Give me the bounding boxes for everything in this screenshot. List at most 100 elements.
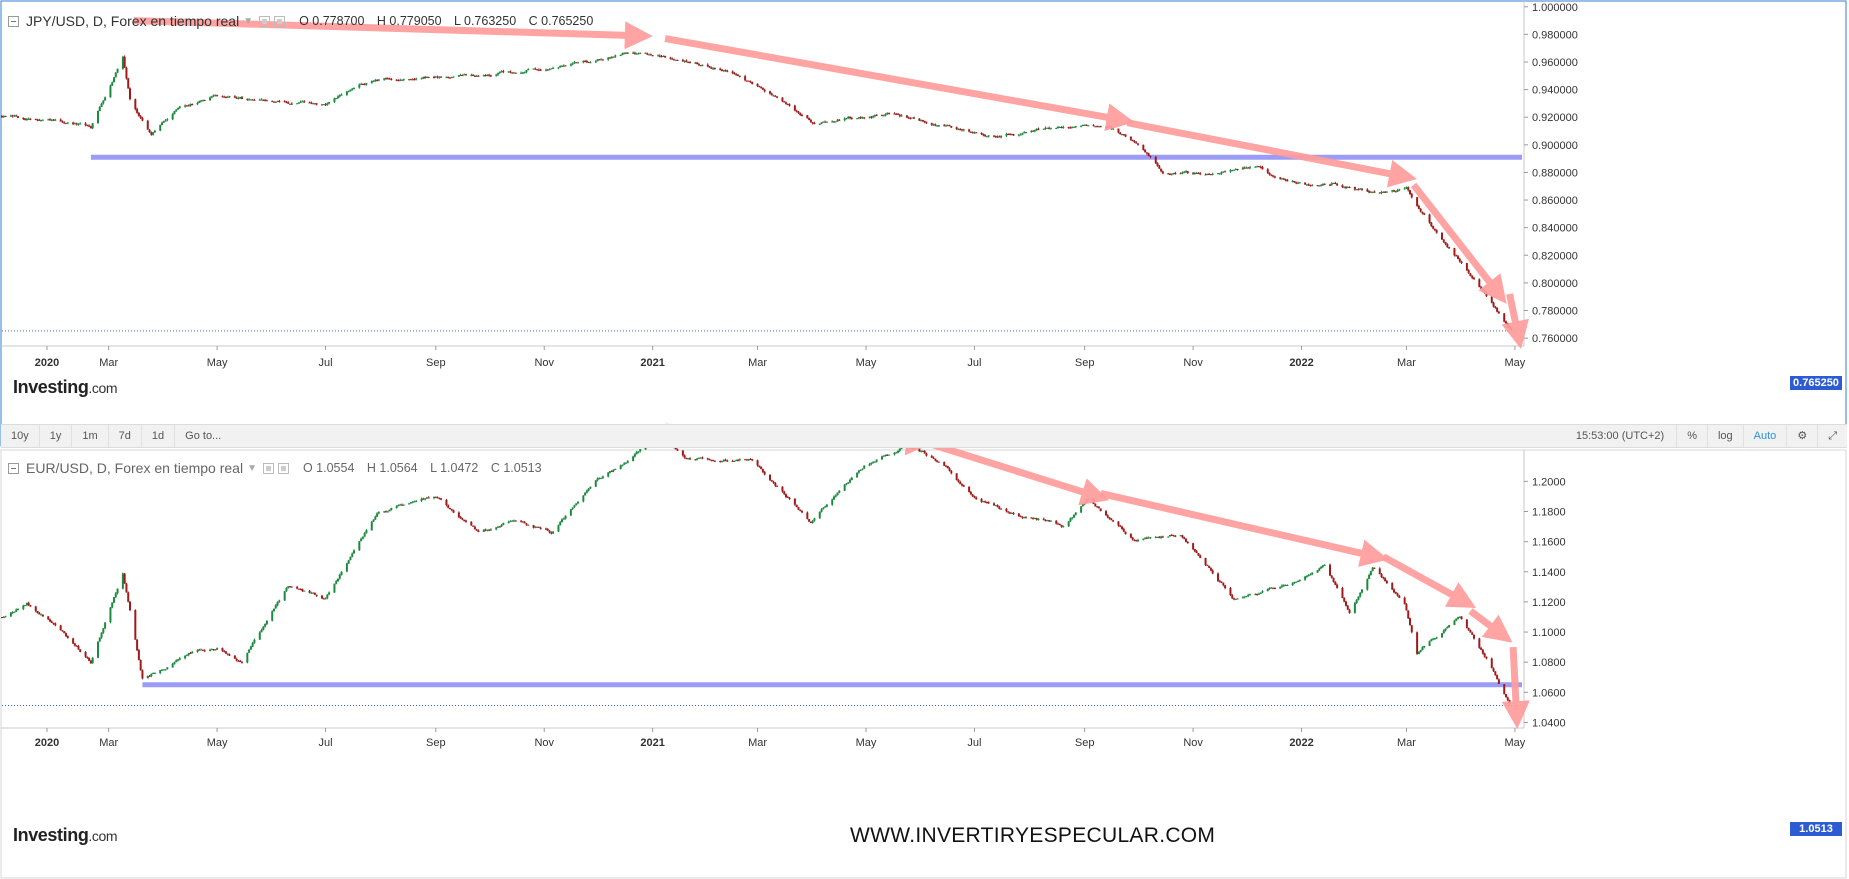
candle-body: [1062, 526, 1065, 528]
candle-body: [1058, 126, 1061, 128]
candle-body: [1273, 588, 1276, 590]
candle-body: [77, 123, 80, 125]
period-1y-button[interactable]: 1y: [40, 425, 73, 447]
candle-body: [1433, 638, 1436, 640]
candle-body: [1403, 597, 1406, 605]
candle-body: [1448, 247, 1451, 249]
panel1-low: L 0.763250: [454, 14, 517, 28]
candle-body: [955, 473, 958, 481]
candle-body: [1233, 598, 1235, 600]
candle-body: [1154, 156, 1157, 164]
close-icon[interactable]: [274, 15, 286, 27]
candle-body: [1156, 163, 1159, 167]
period-1m-button[interactable]: 1m: [72, 425, 109, 447]
candle-body: [648, 54, 651, 56]
candle-body: [881, 456, 883, 460]
chart-panel-2: 1.2000 1.1800 1.1600 1.1400 1.1200 1.1000 1.08…: [0, 423, 1847, 879]
candle-body: [486, 529, 489, 531]
period-10y-button[interactable]: 10y: [1, 425, 40, 447]
candle-body: [262, 626, 265, 630]
candle-body: [447, 76, 450, 78]
period-1d-button[interactable]: 1d: [142, 425, 176, 447]
candle-body: [1318, 185, 1321, 187]
candle-body: [722, 459, 725, 462]
candle-body: [1346, 187, 1349, 189]
close-icon[interactable]: [277, 462, 289, 474]
candle-body: [769, 91, 771, 94]
candle-body: [114, 72, 117, 78]
candle-body: [489, 529, 492, 531]
candle-body: [745, 80, 748, 82]
minimize-icon[interactable]: [8, 462, 19, 474]
candle-body: [713, 460, 716, 462]
candle-body: [683, 455, 686, 458]
panel1-header: JPY/USD, D, Forex en tiempo real ▼ O 0.7…: [8, 13, 602, 29]
settings-icon[interactable]: [262, 462, 274, 474]
candle-body: [1204, 174, 1207, 176]
expand-icon[interactable]: ⤢: [1817, 425, 1847, 447]
panel2-title[interactable]: EUR/USD, D, Forex en tiempo real: [26, 460, 244, 476]
log-scale-button[interactable]: log: [1706, 425, 1743, 447]
candle-body: [760, 86, 763, 88]
candle-body: [706, 64, 709, 67]
candle-body: [610, 471, 613, 473]
chevron-down-icon[interactable]: ▼: [247, 462, 257, 474]
candle-body: [1108, 126, 1111, 128]
candle-body: [72, 122, 75, 125]
candle-body: [175, 109, 178, 112]
candle-body: [1293, 581, 1296, 583]
candle-body: [358, 541, 361, 551]
candle-body: [22, 118, 25, 120]
settings-icon[interactable]: [259, 15, 271, 27]
candle-body: [651, 55, 654, 57]
minimize-icon[interactable]: [8, 15, 19, 27]
candle-body: [1074, 512, 1077, 515]
period-7d-button[interactable]: 7d: [109, 425, 142, 447]
goto-button[interactable]: Go to...: [185, 430, 222, 442]
candle-body: [1245, 167, 1248, 169]
candle-body: [1256, 594, 1259, 596]
candle-body: [769, 474, 771, 481]
candle-body: [424, 77, 427, 79]
candle-body: [1085, 499, 1088, 503]
candle-body: [1174, 172, 1177, 174]
candle-body: [1241, 167, 1244, 170]
candle-body: [338, 95, 341, 97]
candle-body: [475, 75, 478, 77]
candle-body: [1373, 191, 1376, 193]
panel1-title[interactable]: JPY/USD, D, Forex en tiempo real: [26, 13, 240, 29]
candle-body: [625, 462, 627, 464]
gear-icon[interactable]: ⚙: [1786, 425, 1817, 447]
candle-body: [1455, 255, 1458, 257]
candle-body: [1361, 589, 1363, 593]
candle-body: [386, 511, 389, 513]
candle-body: [676, 59, 679, 61]
candle-body: [161, 669, 163, 671]
candle-body: [571, 507, 574, 510]
candle-body: [626, 461, 629, 463]
candle-body: [79, 649, 82, 652]
candle-body: [424, 498, 427, 500]
candle-body: [900, 448, 903, 450]
candle-body: [9, 115, 12, 117]
candle-body: [637, 53, 640, 55]
candle-body: [1441, 232, 1443, 240]
candle-body: [1185, 538, 1187, 542]
candle-body: [882, 455, 885, 457]
auto-scale-button[interactable]: Auto: [1742, 425, 1787, 447]
candle-body: [1465, 263, 1468, 271]
candle-body: [584, 492, 587, 496]
candle-body: [1492, 302, 1495, 307]
candle-body: [127, 78, 130, 89]
candle-body: [1119, 132, 1122, 135]
candle-body: [621, 464, 624, 466]
candle-body: [1094, 503, 1097, 507]
candle-body: [1195, 173, 1198, 175]
percent-scale-button[interactable]: %: [1676, 425, 1707, 447]
candle-body: [310, 592, 313, 594]
candle-body: [237, 97, 240, 99]
candle-body: [1224, 585, 1227, 589]
y-tick-label: 0.960000: [1532, 57, 1578, 69]
chevron-down-icon[interactable]: ▼: [243, 15, 254, 27]
candle-body: [63, 122, 66, 124]
